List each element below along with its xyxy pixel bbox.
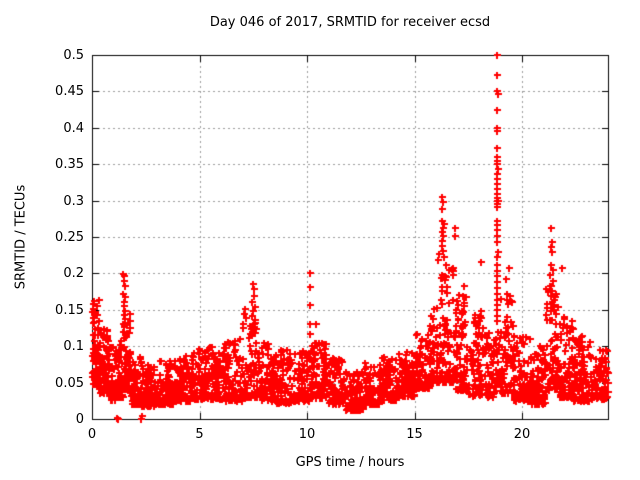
y-tick-label: 0.15 <box>55 302 84 318</box>
y-tick-label: 0.35 <box>55 157 84 173</box>
y-axis-title: SRMTID / TECUs <box>13 184 29 290</box>
x-tick-label: 5 <box>195 427 204 442</box>
y-tick-label: 0.45 <box>55 84 84 100</box>
x-tick-label: 15 <box>406 427 423 442</box>
y-tick-label: 0.5 <box>63 48 84 63</box>
x-tick-label: 10 <box>298 427 316 442</box>
y-tick-label: 0.25 <box>55 230 84 245</box>
x-tick-label: 0 <box>87 427 97 442</box>
y-tick-label: 0.1 <box>63 339 84 355</box>
y-tick-label: 0.2 <box>63 266 84 282</box>
y-tick-label: 0.4 <box>63 120 84 136</box>
x-tick-label: 20 <box>513 427 531 442</box>
x-axis-title: GPS time / hours <box>295 455 405 470</box>
y-tick-label: 0 <box>75 412 84 427</box>
y-tick-label: 0.3 <box>63 193 84 209</box>
chart-title: Day 046 of 2017, SRMTID for receiver ecs… <box>209 15 491 30</box>
y-tick-label: 0.05 <box>55 375 84 391</box>
